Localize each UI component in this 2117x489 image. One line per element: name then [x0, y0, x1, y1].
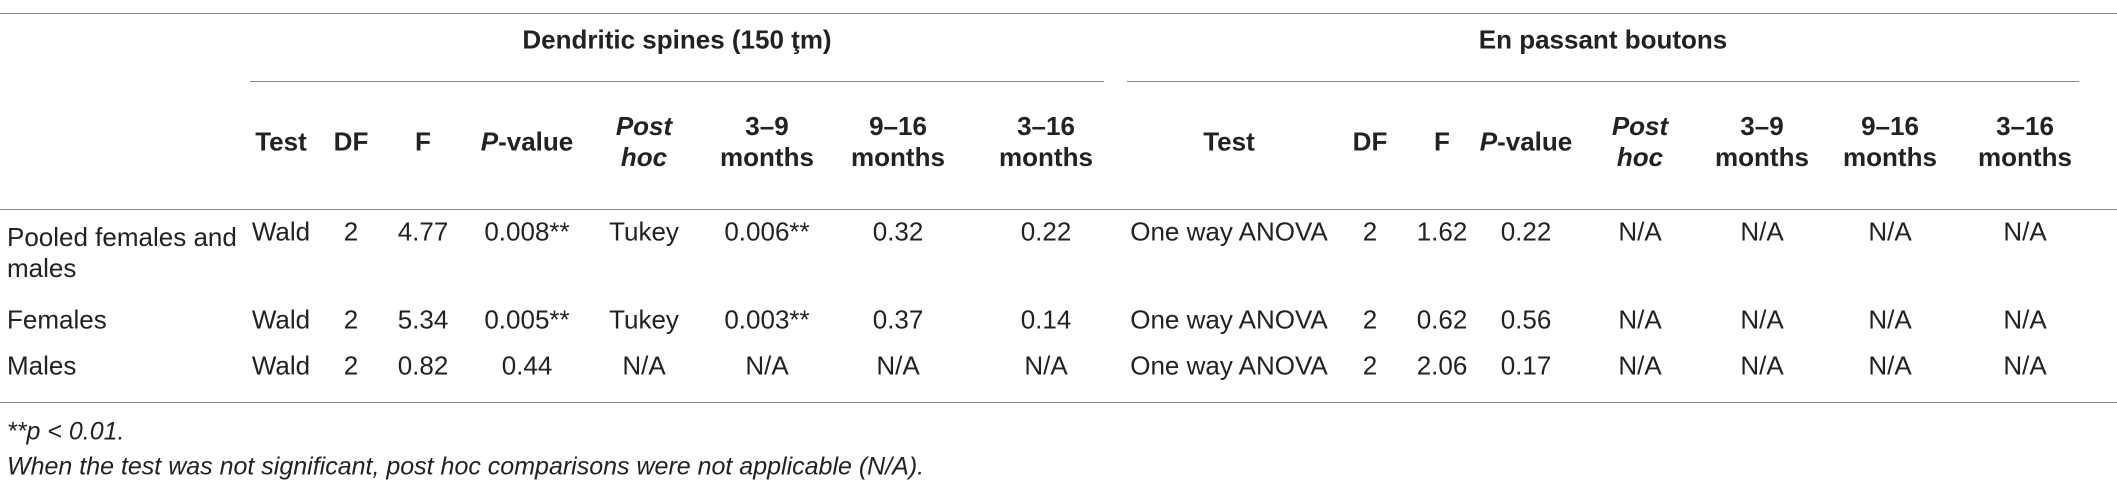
- column-header: Test: [255, 126, 307, 157]
- footnote: **p < 0.01.: [7, 417, 125, 446]
- header-italic: P: [1479, 126, 1498, 157]
- cell: 2.06: [1416, 350, 1468, 381]
- cell: 2: [1362, 304, 1378, 335]
- cell: N/A: [1024, 350, 1068, 381]
- cell: 0.32: [872, 216, 924, 247]
- column-header: 3–9 months: [720, 111, 814, 172]
- group-rule: [250, 81, 1104, 82]
- column-header: F: [415, 126, 431, 157]
- cell: 0.008**: [484, 216, 570, 247]
- column-header: P-value: [481, 127, 574, 158]
- cell: N/A: [1868, 216, 1912, 247]
- cell: 0.006**: [724, 216, 810, 247]
- column-header: Test: [1203, 126, 1255, 157]
- cell: 5.34: [397, 304, 449, 335]
- column-header: Post hoc: [1590, 111, 1690, 173]
- cell: 0.22: [1020, 216, 1072, 247]
- cell: 0.22: [1500, 216, 1552, 247]
- cell: N/A: [1868, 350, 1912, 381]
- cell: Wald: [251, 350, 311, 381]
- cell: N/A: [2003, 304, 2047, 335]
- cell: N/A: [622, 350, 666, 381]
- cell: N/A: [1740, 216, 1784, 247]
- header-text: -value: [498, 126, 574, 157]
- cell: 0.62: [1416, 304, 1468, 335]
- cell: 2: [1362, 216, 1378, 247]
- rule: [0, 13, 2117, 14]
- cell: 0.003**: [724, 304, 810, 335]
- cell: 2: [343, 350, 359, 381]
- cell: 2: [343, 216, 359, 247]
- column-header: 9–16 months: [851, 111, 945, 172]
- rule: [0, 209, 2117, 210]
- rule: [0, 402, 2117, 403]
- cell: N/A: [1740, 304, 1784, 335]
- cell: 0.56: [1500, 304, 1552, 335]
- cell: 0.44: [501, 350, 553, 381]
- group-rule: [1127, 81, 2079, 82]
- cell: N/A: [1740, 350, 1784, 381]
- column-header: DF: [1352, 126, 1388, 157]
- cell: 2: [1362, 350, 1378, 381]
- header-text: -value: [1497, 126, 1573, 157]
- cell: N/A: [1618, 350, 1662, 381]
- cell: 2: [343, 304, 359, 335]
- column-header: Post hoc: [594, 111, 694, 173]
- column-header: DF: [333, 126, 369, 157]
- column-header: 3–9 months: [1715, 111, 1809, 172]
- column-header: P-value: [1480, 127, 1573, 158]
- cell: 0.82: [397, 350, 449, 381]
- cell: N/A: [2003, 216, 2047, 247]
- cell: 0.37: [872, 304, 924, 335]
- cell: One way ANOVA: [1130, 216, 1328, 247]
- column-header: F: [1434, 126, 1450, 157]
- column-header: 3–16 months: [999, 111, 1093, 172]
- cell: N/A: [2003, 350, 2047, 381]
- column-header: 3–16 months: [1978, 111, 2072, 172]
- header-italic: Post hoc: [1611, 111, 1669, 172]
- column-header: 9–16 months: [1843, 111, 1937, 172]
- footnote: When the test was not significant, post …: [7, 452, 925, 481]
- cell: One way ANOVA: [1130, 350, 1328, 381]
- header-italic: Post hoc: [615, 111, 673, 172]
- cell: 0.17: [1500, 350, 1552, 381]
- row-label: Pooled females and males: [7, 222, 237, 283]
- cell: N/A: [1868, 304, 1912, 335]
- cell: 1.62: [1416, 216, 1468, 247]
- group-title: En passant boutons: [1478, 24, 1728, 55]
- cell: Wald: [251, 216, 311, 247]
- row-label: Males: [7, 350, 77, 381]
- cell: 0.005**: [484, 304, 570, 335]
- cell: N/A: [745, 350, 789, 381]
- cell: Wald: [251, 304, 311, 335]
- cell: 0.14: [1020, 304, 1072, 335]
- cell: N/A: [1618, 304, 1662, 335]
- cell: One way ANOVA: [1130, 304, 1328, 335]
- cell: 4.77: [397, 216, 449, 247]
- cell: Tukey: [609, 304, 679, 335]
- cell: N/A: [876, 350, 920, 381]
- header-italic: P: [480, 126, 499, 157]
- cell: N/A: [1618, 216, 1662, 247]
- row-label: Females: [7, 304, 107, 335]
- cell: Tukey: [609, 216, 679, 247]
- group-title: Dendritic spines (150 ţm): [522, 24, 832, 55]
